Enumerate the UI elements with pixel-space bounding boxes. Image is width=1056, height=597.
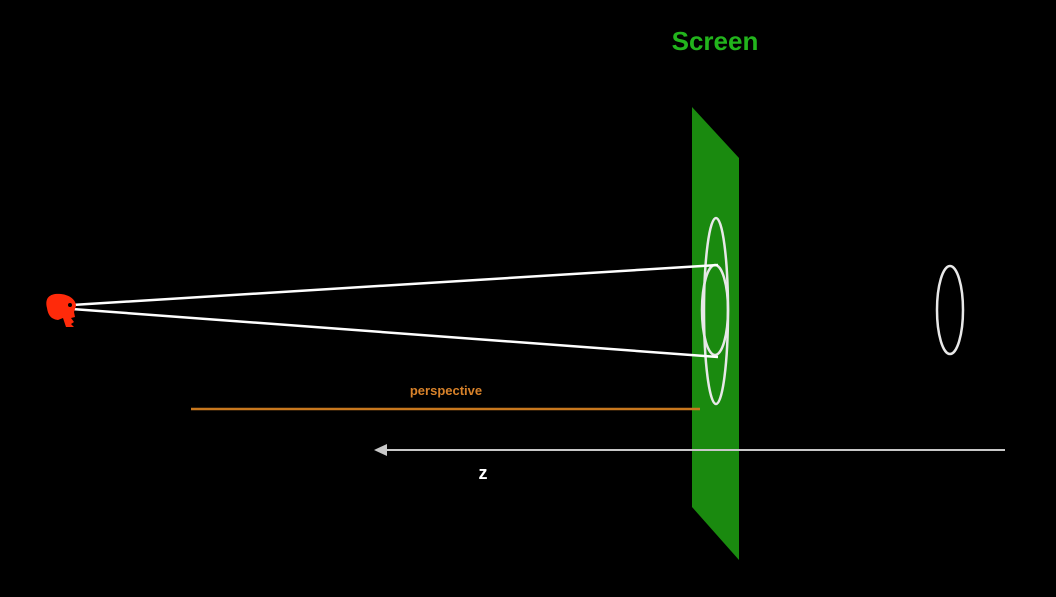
skull-icon [46,293,76,327]
z-axis-label: z [479,463,488,483]
screen-plane [692,107,739,560]
screen-label: Screen [672,26,759,56]
z-axis-arrowhead [374,444,387,456]
view-ray-bottom [71,307,719,359]
object-ellipse [935,264,965,356]
perspective-label: perspective [410,383,482,398]
view-ray-top [71,263,719,307]
